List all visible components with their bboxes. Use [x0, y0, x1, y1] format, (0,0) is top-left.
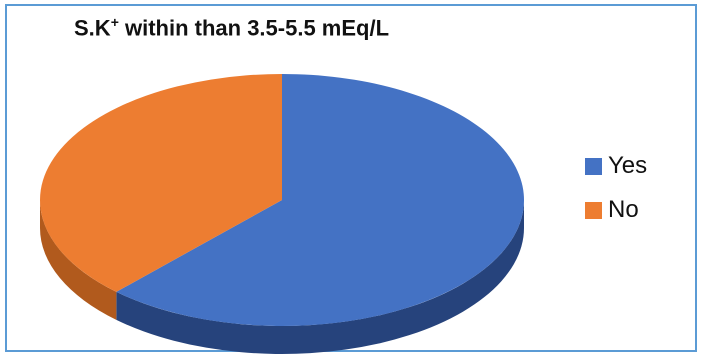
legend-item-no: No: [585, 196, 647, 224]
pie-slice-no: [40, 74, 282, 292]
pie-side-no: [40, 200, 117, 320]
chart-title-main: S.K: [74, 15, 111, 41]
legend: Yes No: [585, 152, 647, 240]
pie-side-yes: [116, 200, 524, 354]
legend-swatch-no: [585, 201, 602, 219]
chart-title-superscript: +: [110, 14, 119, 30]
legend-item-yes: Yes: [585, 152, 647, 180]
chart-title-rest: within than 3.5-5.5 mEq/L: [118, 15, 390, 41]
legend-label-yes: Yes: [608, 152, 648, 179]
legend-label-no: No: [608, 196, 639, 223]
legend-swatch-yes: [585, 157, 602, 175]
pie-slice-yes: [116, 73, 525, 326]
chart-title: S.K+ within than 3.5-5.5 mEq/L: [74, 14, 389, 41]
